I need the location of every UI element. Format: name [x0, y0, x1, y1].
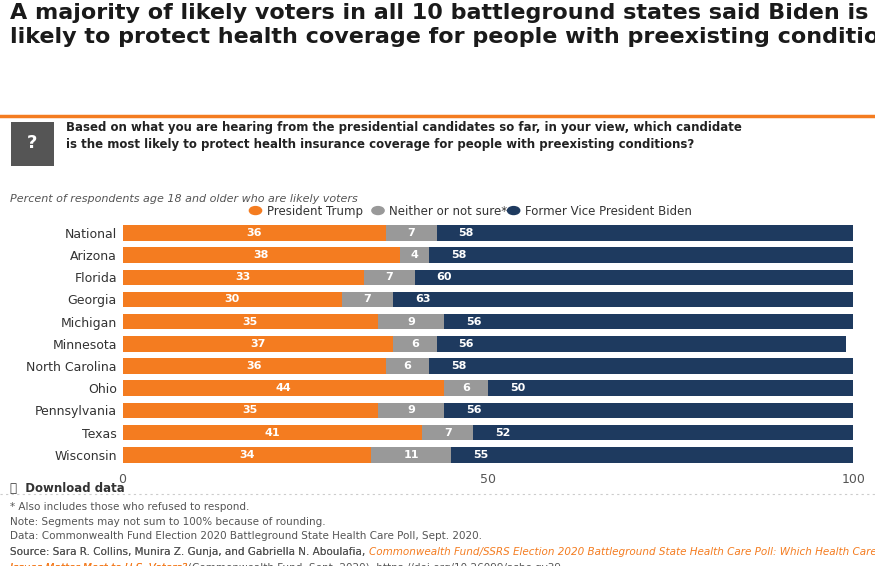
Bar — [415, 269, 853, 285]
Text: 9: 9 — [407, 316, 415, 327]
Bar — [364, 269, 415, 285]
Bar — [123, 358, 386, 374]
Bar — [378, 314, 444, 329]
Bar — [393, 336, 437, 351]
Bar — [123, 380, 444, 396]
Bar — [378, 402, 444, 418]
Bar — [437, 225, 860, 241]
Text: 4: 4 — [411, 250, 419, 260]
Text: 56: 56 — [466, 316, 481, 327]
Text: 37: 37 — [250, 339, 265, 349]
Text: 7: 7 — [363, 294, 371, 305]
Text: 33: 33 — [235, 272, 250, 282]
Text: Commonwealth Fund/SSRS Election 2020 Battleground State Health Care Poll: Which : Commonwealth Fund/SSRS Election 2020 Bat… — [369, 547, 875, 558]
Text: 44: 44 — [276, 383, 291, 393]
Text: President Trump: President Trump — [267, 205, 363, 218]
Text: A majority of likely voters in all 10 battleground states said Biden is more
lik: A majority of likely voters in all 10 ba… — [10, 3, 875, 47]
Text: Source: Sara R. Collins, Munira Z. Gunja, and Gabriella N. Aboulafia,: Source: Sara R. Collins, Munira Z. Gunja… — [10, 547, 369, 558]
Text: Data: Commonwealth Fund Election 2020 Battleground State Health Care Poll, Sept.: Data: Commonwealth Fund Election 2020 Ba… — [10, 531, 482, 542]
Text: 56: 56 — [458, 339, 474, 349]
Bar — [444, 402, 853, 418]
Text: ⤓  Download data: ⤓ Download data — [10, 482, 125, 495]
Bar — [123, 314, 378, 329]
Text: 58: 58 — [452, 250, 466, 260]
Bar — [123, 247, 400, 263]
Bar — [393, 291, 853, 307]
Bar — [123, 336, 393, 351]
Text: 7: 7 — [385, 272, 393, 282]
Bar — [430, 358, 853, 374]
Text: Percent of respondents age 18 and older who are likely voters: Percent of respondents age 18 and older … — [10, 194, 358, 204]
Text: * Also includes those who refused to respond.: * Also includes those who refused to res… — [10, 502, 250, 512]
Text: 34: 34 — [239, 450, 255, 460]
Bar — [341, 291, 393, 307]
Text: Source: Sara R. Collins, Munira Z. Gunja, and Gabriella N. Aboulafia,: Source: Sara R. Collins, Munira Z. Gunja… — [10, 547, 369, 558]
Text: 6: 6 — [462, 383, 470, 393]
Text: 9: 9 — [407, 405, 415, 415]
Text: 55: 55 — [473, 450, 488, 460]
Bar — [473, 425, 853, 440]
Text: 58: 58 — [458, 228, 474, 238]
Text: 41: 41 — [264, 427, 280, 438]
Text: Based on what you are hearing from the presidential candidates so far, in your v: Based on what you are hearing from the p… — [66, 121, 741, 151]
Bar — [123, 291, 341, 307]
Bar — [123, 402, 378, 418]
Bar — [123, 269, 364, 285]
FancyBboxPatch shape — [6, 118, 59, 171]
Bar — [123, 447, 371, 462]
Text: ?: ? — [27, 135, 38, 152]
Bar — [488, 380, 853, 396]
Bar — [444, 314, 853, 329]
Text: Issues Matter Most to U.S. Voters?: Issues Matter Most to U.S. Voters? — [10, 563, 188, 566]
Bar — [386, 225, 437, 241]
Bar — [400, 247, 430, 263]
Text: 36: 36 — [246, 228, 262, 238]
Text: 30: 30 — [225, 294, 240, 305]
Text: Neither or not sure*: Neither or not sure* — [389, 205, 507, 218]
Text: 36: 36 — [246, 361, 262, 371]
Text: 7: 7 — [407, 228, 415, 238]
Bar — [452, 447, 853, 462]
Bar — [422, 425, 473, 440]
Text: 50: 50 — [510, 383, 525, 393]
Text: 38: 38 — [254, 250, 269, 260]
Text: 56: 56 — [466, 405, 481, 415]
Text: 52: 52 — [495, 427, 510, 438]
Text: Note: Segments may not sum to 100% because of rounding.: Note: Segments may not sum to 100% becau… — [10, 517, 326, 527]
Bar — [123, 225, 386, 241]
Bar — [371, 447, 452, 462]
Bar — [444, 380, 488, 396]
Text: 35: 35 — [242, 316, 258, 327]
Text: 35: 35 — [242, 405, 258, 415]
Bar — [437, 336, 846, 351]
Text: (Commonwealth Fund, Sept. 2020). https://doi.org/10.26099/asbc-gv39: (Commonwealth Fund, Sept. 2020). https:/… — [188, 563, 561, 566]
Text: Issues Matter Most to U.S. Voters?: Issues Matter Most to U.S. Voters? — [10, 563, 188, 566]
Text: 58: 58 — [452, 361, 466, 371]
Text: 6: 6 — [411, 339, 419, 349]
Bar — [430, 247, 853, 263]
Text: 60: 60 — [437, 272, 452, 282]
Text: 6: 6 — [403, 361, 411, 371]
Text: 7: 7 — [444, 427, 452, 438]
Text: Former Vice President Biden: Former Vice President Biden — [525, 205, 692, 218]
Bar — [386, 358, 430, 374]
Bar — [123, 425, 422, 440]
Text: 63: 63 — [415, 294, 430, 305]
Text: 11: 11 — [403, 450, 419, 460]
